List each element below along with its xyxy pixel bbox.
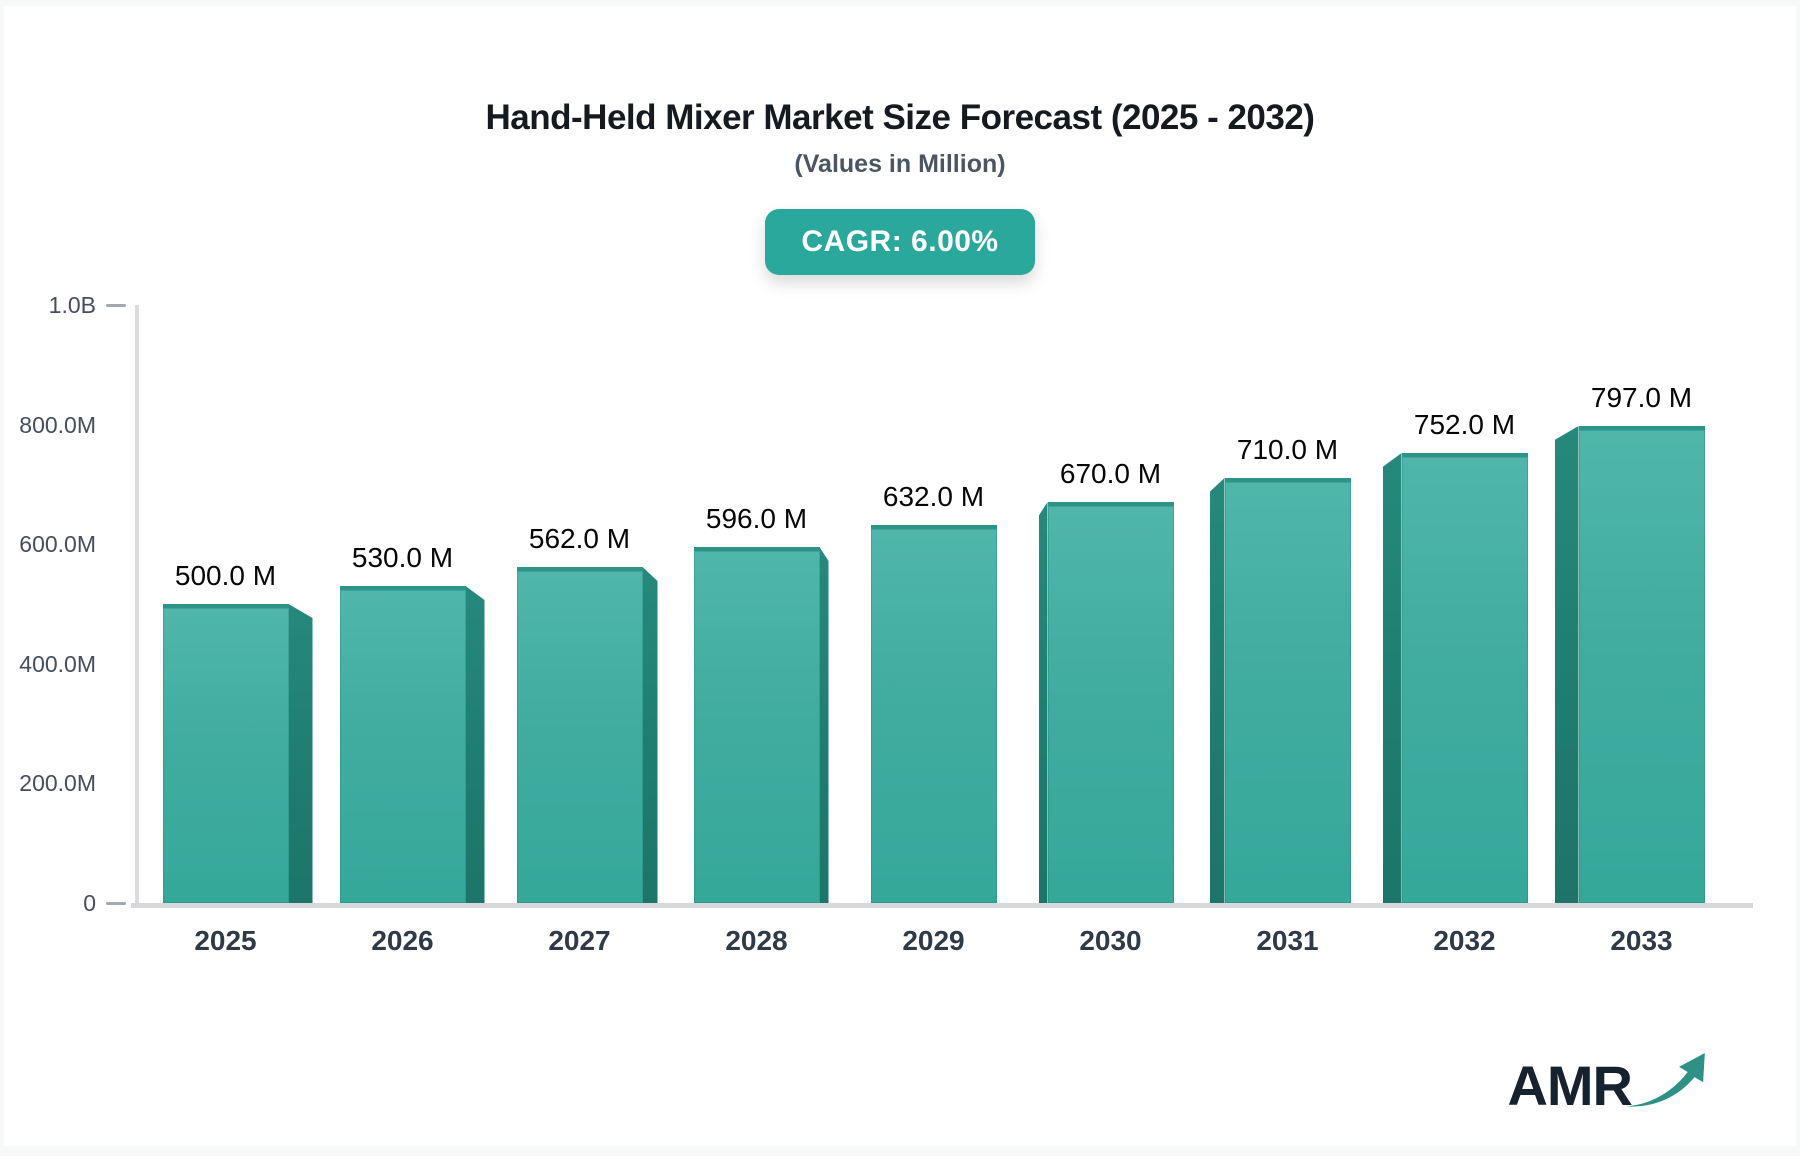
bar-2029[interactable] bbox=[870, 525, 997, 903]
bar-2028[interactable] bbox=[693, 547, 820, 903]
bar-side-face bbox=[1038, 502, 1048, 903]
bar-side-face bbox=[1209, 478, 1225, 903]
bar-side-face bbox=[1382, 453, 1402, 903]
x-tick-label-2028: 2028 bbox=[725, 925, 788, 956]
bar-value-label: 562.0 M bbox=[528, 523, 631, 554]
y-axis-line bbox=[135, 305, 139, 903]
y-tick-label: 0 bbox=[83, 890, 96, 916]
bar-side-face bbox=[819, 547, 829, 903]
bar-value-label: 596.0 M bbox=[705, 503, 808, 534]
chart-subtitle: (Values in Million) bbox=[794, 150, 1006, 178]
bar-chart: 1.0B 800.0M 600.0M 400.0M 200.0M 0 500.0 M 530… bbox=[4, 292, 1800, 1005]
amr-logo-text: AMR bbox=[1507, 1054, 1633, 1117]
bar-2032[interactable] bbox=[1401, 453, 1528, 903]
bar-2033[interactable] bbox=[1578, 426, 1705, 903]
x-tick-label-2029: 2029 bbox=[902, 925, 965, 956]
cagr-badge: CAGR: 6.00% bbox=[765, 209, 1035, 275]
x-tick-label-2032: 2032 bbox=[1433, 925, 1496, 956]
bar-2027[interactable] bbox=[516, 567, 643, 903]
chart-title: Hand-Held Mixer Market Size Forecast (20… bbox=[485, 98, 1315, 137]
bar-side-face bbox=[288, 604, 313, 903]
amr-logo: AMR bbox=[1507, 1051, 1710, 1120]
y-tick-label: 400.0M bbox=[19, 650, 96, 677]
x-tick-label-2026: 2026 bbox=[371, 925, 434, 956]
bar-slot-2027: 562.0 M bbox=[491, 305, 668, 903]
bar-slot-2028: 596.0 M bbox=[668, 305, 845, 903]
bar-slot-2030: 670.0 M bbox=[1022, 305, 1199, 903]
bar-side-face bbox=[465, 586, 485, 903]
x-tick-label-2030: 2030 bbox=[1079, 925, 1142, 956]
bar-value-label: 632.0 M bbox=[882, 481, 985, 512]
x-tick-label-2033: 2033 bbox=[1610, 925, 1673, 956]
cagr-badge-row: CAGR: 6.00% bbox=[4, 209, 1796, 275]
chart-card: Hand-Held Mixer Market Size Forecast (20… bbox=[4, 6, 1796, 1146]
bar-slot-2033: 797.0 M bbox=[1553, 305, 1730, 903]
bar-2031[interactable] bbox=[1224, 478, 1351, 903]
bar-value-label: 500.0 M bbox=[174, 560, 277, 591]
bar-value-label: 752.0 M bbox=[1413, 409, 1516, 440]
bar-slot-2025: 500.0 M bbox=[137, 305, 314, 903]
bar-value-label: 710.0 M bbox=[1236, 434, 1339, 465]
x-tick-label-2031: 2031 bbox=[1256, 925, 1319, 956]
bar-2025[interactable] bbox=[162, 604, 289, 903]
y-tick-label: 200.0M bbox=[19, 770, 96, 797]
bar-2030[interactable] bbox=[1047, 502, 1174, 903]
bar-slot-2029: 632.0 M bbox=[845, 305, 1022, 903]
growth-arrow-icon bbox=[1624, 1041, 1710, 1120]
bar-slot-2031: 710.0 M bbox=[1199, 305, 1376, 903]
bar-value-label: 530.0 M bbox=[351, 542, 454, 573]
plot-area: 500.0 M 530.0 M 562.0 M 596.0 M 632.0 M 670.0… bbox=[137, 305, 1737, 903]
bar-value-label: 797.0 M bbox=[1590, 382, 1693, 413]
y-tick-dash bbox=[106, 304, 126, 307]
y-tick-label: 800.0M bbox=[19, 411, 96, 438]
x-tick-label-2025: 2025 bbox=[194, 925, 257, 956]
y-tick-label: 600.0M bbox=[19, 531, 96, 558]
bar-slot-2026: 530.0 M bbox=[314, 305, 491, 903]
bar-2026[interactable] bbox=[339, 586, 466, 903]
y-tick-dash bbox=[106, 902, 126, 905]
y-tick-label: 1.0B bbox=[48, 292, 96, 318]
x-tick-label-2027: 2027 bbox=[548, 925, 611, 956]
x-axis-line bbox=[131, 903, 1753, 908]
chart-header: Hand-Held Mixer Market Size Forecast (20… bbox=[4, 98, 1796, 179]
bar-side-face bbox=[642, 567, 658, 903]
bar-value-label: 670.0 M bbox=[1059, 458, 1162, 489]
bar-side-face bbox=[1554, 426, 1579, 903]
bar-slot-2032: 752.0 M bbox=[1376, 305, 1553, 903]
